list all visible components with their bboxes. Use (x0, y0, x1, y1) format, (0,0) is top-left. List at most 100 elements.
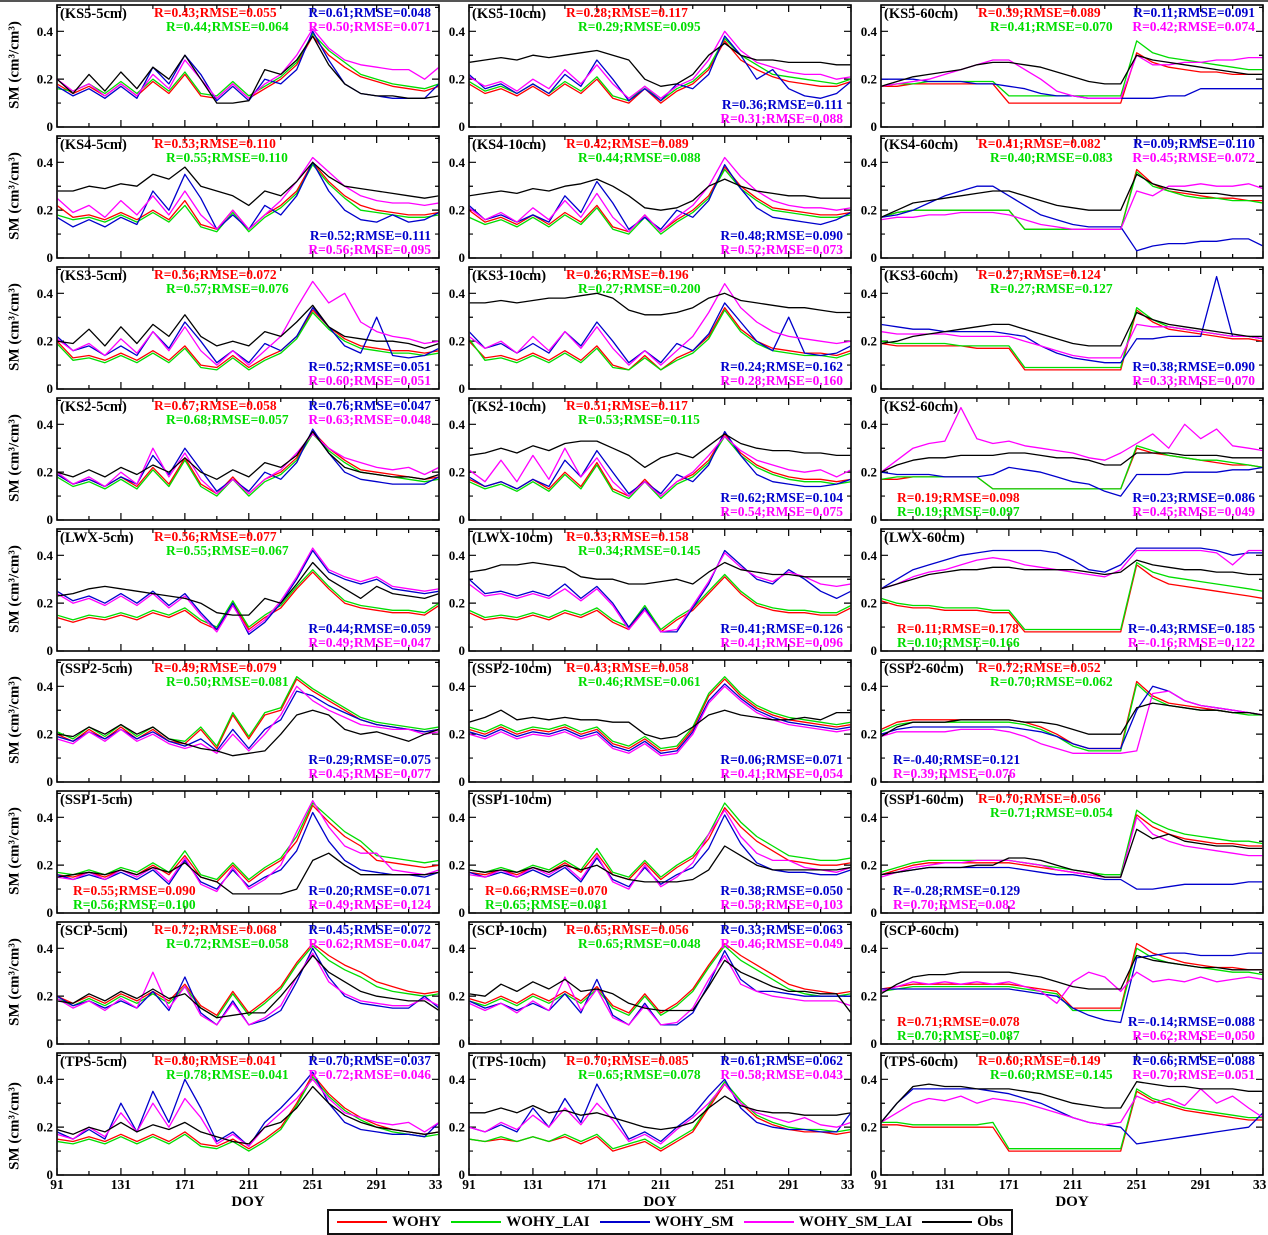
series-line-wohy (57, 309, 439, 369)
series-line-wohy (469, 40, 851, 104)
panel-title: (TPS-10cm) (472, 1054, 546, 1070)
series-line-sm (469, 164, 851, 230)
series-line-smlai (469, 283, 851, 366)
figure-row: SM (cm³/cm³) 0 0.2 0.4 (SSP2-5cm) R=0.49;RMSE… (0, 657, 1268, 788)
panel-plot-ssp1-60cm: 00.20.4(SSP1-60cm) R=0.70;RMSE=0.056R=0.7… (861, 790, 1264, 919)
series-line-obs (469, 709, 851, 740)
series-line-sm (57, 1071, 439, 1147)
stat-smlai: R=0.33;RMSE=0.070 (1132, 373, 1255, 388)
series-line-lai (881, 683, 1263, 752)
stat-sm: R=0.06;RMSE=0.071 (720, 752, 843, 767)
series-line-obs (57, 561, 439, 616)
panel-ks5-60cm: 0 0.2 0.4 (KS5-60cm) R=0.39;RMSE=0.089 R=0.41… (854, 2, 1266, 133)
stat-wohy: R=0.72;RMSE=0.068 (154, 922, 277, 937)
panel-lwx-5cm: 0 0.2 0.4 (LWX-5cm) R=0.56;RMSE=0.077 R=0.55;… (30, 526, 442, 657)
y-axis-label-cell: SM (cm³/cm³) (0, 1050, 30, 1209)
y-tick-label: 0.4 (37, 679, 54, 694)
panel-ssp1-10cm: 0 0.2 0.4 (SSP1-10cm) R=0.66;RMSE=0.070 R=0.6… (442, 788, 854, 919)
x-tick-label: 330 (429, 1177, 442, 1192)
y-tick-label: 0.4 (861, 941, 878, 956)
y-tick-label: 0.2 (861, 203, 877, 218)
series-group (469, 283, 851, 371)
series-line-lai (469, 1081, 851, 1150)
plot-border (468, 135, 852, 259)
stat-wohy: R=0.60;RMSE=0.149 (978, 1053, 1101, 1068)
stat-lai: R=0.50;RMSE=0.081 (166, 674, 289, 689)
series-group (881, 275, 1263, 371)
y-tick-label: 0.2 (449, 989, 465, 1004)
y-axis-label-cell: SM (cm³/cm³) (0, 133, 30, 264)
stat-wohy: R=0.49;RMSE=0.079 (154, 660, 277, 675)
plot-border (56, 1052, 440, 1176)
panel-title: (SCP-60cm) (884, 923, 959, 939)
panel-plot-ks5-5cm: 0 0.2 0.4 (KS5-5cm) R=0.43;RMSE=0.055R=0.44;… (37, 4, 440, 133)
stat-smlai: R=0.49;RMSE=0.124 (308, 897, 431, 912)
stat-sm: R=0.29;RMSE=0.075 (308, 752, 431, 767)
series-line-wohy (469, 678, 851, 752)
y-axis-label-cell: SM (cm³/cm³) (0, 395, 30, 526)
series-group (881, 680, 1263, 754)
stat-sm: R=0.33;RMSE=0.063 (720, 922, 843, 937)
legend-line-icon (743, 1221, 794, 1223)
y-tick-label: 0 (459, 1036, 466, 1050)
stat-sm: R=-0.28;RMSE=0.129 (893, 883, 1020, 898)
y-tick-label: 0.2 (449, 203, 465, 218)
stat-smlai: R=0.62;RMSE=0.050 (1132, 1028, 1255, 1043)
legend-item-label: WOHY (392, 1213, 442, 1230)
series-line-smlai (881, 323, 1263, 359)
legend-item-sm: WOHY_SM (599, 1214, 734, 1230)
series-line-wohy (469, 942, 851, 1014)
series-line-lai (57, 164, 439, 233)
x-tick-label: 211 (1063, 1177, 1083, 1192)
series-line-wohy (881, 1090, 1263, 1152)
series-line-lai (57, 945, 439, 1019)
legend-item-label: Obs (977, 1213, 1003, 1230)
y-tick-label: 0 (47, 643, 54, 657)
stat-wohy: R=0.53;RMSE=0.110 (154, 136, 276, 151)
panel-ks4-5cm: 0 0.2 0.4 (KS4-5cm) R=0.53;RMSE=0.110 R=0.55;… (30, 133, 442, 264)
panel-plot-tps-60cm: 0 0.2 0.4 (TPS-60cm) R=0.60;RMSE=0.149R=0.60… (861, 1052, 1266, 1209)
y-tick-label: 0 (871, 1167, 878, 1182)
plot-border (880, 1052, 1264, 1176)
stat-lai: R=0.71;RMSE=0.054 (990, 805, 1113, 820)
series-group (881, 809, 1263, 890)
legend-item-obs: Obs (922, 1213, 1003, 1230)
stat-lai: R=0.70;RMSE=0.062 (990, 674, 1113, 689)
x-tick-label: 131 (111, 1177, 131, 1192)
y-tick-label: 0.4 (449, 286, 466, 301)
panel-plot-ks2-10cm: 0 0.2 0.4 (KS2-10cm) R=0.51;RMSE=0.117R=0.53… (449, 397, 852, 526)
panel-title: (SSP1-5cm) (60, 792, 133, 808)
series-line-obs (57, 852, 439, 895)
series-group (469, 30, 851, 104)
series-line-sm (57, 811, 439, 890)
series-line-obs (881, 54, 1263, 87)
legend-item-label: WOHY_LAI (506, 1213, 590, 1230)
y-tick-label: 0.2 (37, 334, 53, 349)
series-line-smlai (881, 816, 1263, 878)
y-axis-label-cell: SM (cm³/cm³) (0, 526, 30, 657)
stat-sm: R=-0.14;RMSE=0.088 (1128, 1014, 1255, 1029)
y-axis-label: SM (cm³/cm³) (6, 676, 23, 764)
series-line-smlai (469, 1083, 851, 1145)
series-group (881, 40, 1263, 104)
y-tick-label: 0.2 (861, 727, 877, 742)
stat-sm: R=0.24;RMSE=0.162 (720, 359, 843, 374)
y-tick-label: 0.4 (449, 155, 466, 170)
panel-plot-ssp2-60cm: 0 0.2 0.4 (SSP2-60cm) R=0.72;RMSE=0.052R=0.7… (861, 659, 1264, 788)
panel-title: (SCP-10cm) (472, 923, 547, 939)
y-tick-label: 0.2 (37, 989, 53, 1004)
series-group (57, 1071, 439, 1152)
plot-border (468, 266, 852, 390)
series-group (57, 156, 439, 233)
x-tick-label: 291 (367, 1177, 388, 1192)
stat-sm: R=0.48;RMSE=0.090 (720, 228, 843, 243)
panel-title: (KS4-5cm) (60, 137, 127, 153)
series-line-smlai (57, 1078, 439, 1147)
panel-plot-ks3-60cm: 0 0.2 0.4 (KS3-60cm) R=0.27;RMSE=0.124R=0.27… (861, 266, 1264, 395)
y-tick-label: 0 (459, 643, 466, 657)
y-tick-label: 0.4 (449, 679, 466, 694)
y-tick-label: 0.4 (861, 286, 878, 301)
series-group (881, 547, 1263, 633)
panel-plot-lwx-60cm: 0 0.2 0.4 (LWX-60cm) R=0.11;RMSE=0.178R=0.10… (861, 528, 1264, 657)
